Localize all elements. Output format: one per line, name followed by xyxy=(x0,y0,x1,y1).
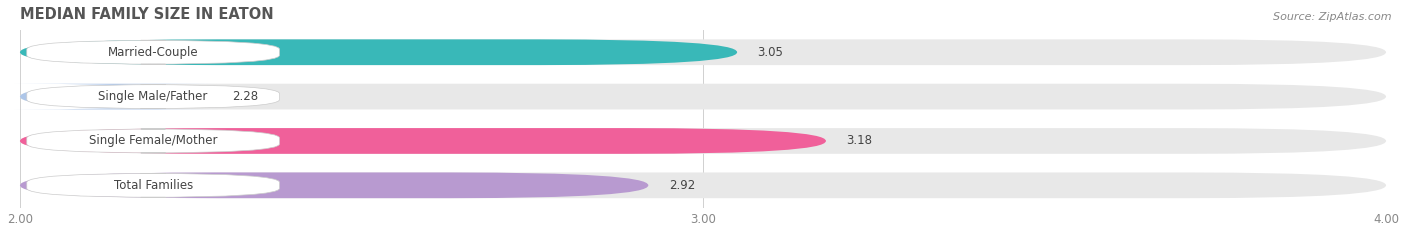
FancyBboxPatch shape xyxy=(20,172,1386,198)
Text: 2.92: 2.92 xyxy=(669,179,695,192)
Text: Married-Couple: Married-Couple xyxy=(108,46,198,59)
Text: MEDIAN FAMILY SIZE IN EATON: MEDIAN FAMILY SIZE IN EATON xyxy=(20,7,274,22)
FancyBboxPatch shape xyxy=(20,172,648,198)
FancyBboxPatch shape xyxy=(13,84,218,110)
FancyBboxPatch shape xyxy=(27,129,280,153)
Text: Total Families: Total Families xyxy=(114,179,193,192)
Text: 3.18: 3.18 xyxy=(846,134,873,147)
FancyBboxPatch shape xyxy=(27,85,280,109)
FancyBboxPatch shape xyxy=(20,128,825,154)
FancyBboxPatch shape xyxy=(20,39,737,65)
Text: Single Female/Mother: Single Female/Mother xyxy=(89,134,218,147)
FancyBboxPatch shape xyxy=(27,173,280,197)
Text: Single Male/Father: Single Male/Father xyxy=(98,90,208,103)
FancyBboxPatch shape xyxy=(27,40,280,64)
FancyBboxPatch shape xyxy=(20,128,1386,154)
FancyBboxPatch shape xyxy=(20,84,1386,110)
Text: 3.05: 3.05 xyxy=(758,46,783,59)
Text: Source: ZipAtlas.com: Source: ZipAtlas.com xyxy=(1274,12,1392,22)
Text: 2.28: 2.28 xyxy=(232,90,257,103)
FancyBboxPatch shape xyxy=(20,39,1386,65)
